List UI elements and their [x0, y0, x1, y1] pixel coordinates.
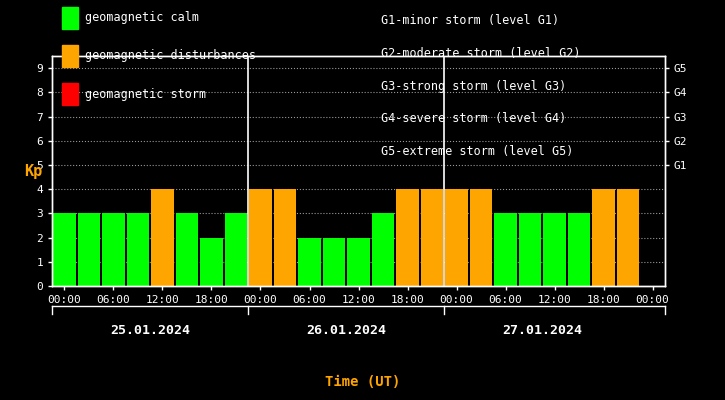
Bar — [347, 238, 370, 286]
Text: 27.01.2024: 27.01.2024 — [502, 324, 582, 336]
Bar — [175, 213, 198, 286]
Text: geomagnetic calm: geomagnetic calm — [85, 12, 199, 24]
Bar — [249, 189, 272, 286]
Text: 26.01.2024: 26.01.2024 — [306, 324, 386, 336]
Bar — [519, 213, 542, 286]
Text: G5-extreme storm (level G5): G5-extreme storm (level G5) — [381, 145, 573, 158]
Bar — [274, 189, 297, 286]
Bar — [298, 238, 320, 286]
Bar — [397, 189, 419, 286]
Bar — [420, 189, 443, 286]
Text: G3-strong storm (level G3): G3-strong storm (level G3) — [381, 80, 566, 93]
Bar — [470, 189, 492, 286]
Y-axis label: Kp: Kp — [25, 164, 43, 178]
Bar — [494, 213, 517, 286]
Bar — [127, 213, 149, 286]
Bar — [102, 213, 125, 286]
Text: geomagnetic disturbances: geomagnetic disturbances — [85, 50, 256, 62]
Bar — [568, 213, 590, 286]
Text: G2-moderate storm (level G2): G2-moderate storm (level G2) — [381, 47, 580, 60]
Bar — [445, 189, 468, 286]
Text: G4-severe storm (level G4): G4-severe storm (level G4) — [381, 112, 566, 126]
Bar — [323, 238, 345, 286]
Text: geomagnetic storm: geomagnetic storm — [85, 88, 206, 100]
Bar — [200, 238, 223, 286]
Bar — [53, 213, 75, 286]
Bar — [225, 213, 247, 286]
Text: Time (UT): Time (UT) — [325, 375, 400, 389]
Bar — [78, 213, 100, 286]
Text: G1-minor storm (level G1): G1-minor storm (level G1) — [381, 14, 559, 27]
Bar — [592, 189, 615, 286]
Bar — [152, 189, 174, 286]
Bar — [617, 189, 639, 286]
Bar — [543, 213, 566, 286]
Bar — [372, 213, 394, 286]
Text: 25.01.2024: 25.01.2024 — [110, 324, 190, 336]
